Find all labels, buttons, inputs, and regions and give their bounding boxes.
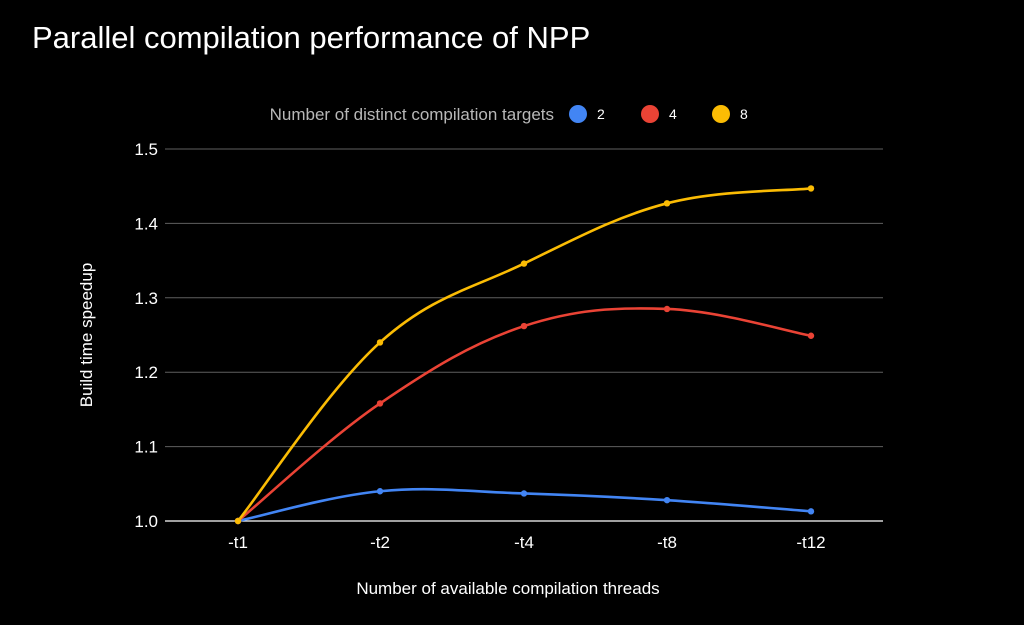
x-tick-label: -t2 (370, 533, 390, 552)
series-line-4 (236, 307, 813, 523)
data-point-4--t4 (520, 322, 528, 330)
y-axis-label: Build time speedup (77, 263, 96, 408)
y-axis-ticks: 1.0 1.1 1.2 1.3 1.4 1.5 (134, 140, 158, 531)
data-point-2--t2 (376, 488, 384, 495)
x-tick-label: -t4 (514, 533, 534, 552)
series-line-8 (236, 187, 813, 523)
legend-marker-8 (712, 105, 730, 123)
series-points (234, 185, 815, 525)
legend-marker-2 (569, 105, 587, 123)
gridlines (165, 148, 883, 522)
data-point-4--t8 (663, 305, 671, 313)
data-point-4--t12 (807, 332, 815, 339)
data-point-4--t2 (376, 400, 384, 407)
y-tick-label: 1.4 (134, 214, 158, 233)
x-tick-label: -t8 (657, 533, 677, 552)
chart-title: Parallel compilation performance of NPP (32, 20, 591, 55)
legend: Number of distinct compilation targets 2… (270, 105, 748, 124)
y-tick-label: 1.5 (134, 140, 158, 159)
legend-label-4: 4 (669, 106, 677, 122)
data-point-2--t8 (663, 496, 671, 504)
data-point-2--t12 (807, 508, 815, 515)
data-point-8--t2 (376, 339, 384, 346)
x-axis-label: Number of available compilation threads (356, 579, 659, 598)
legend-label-2: 2 (597, 106, 605, 122)
data-point-8--t4 (520, 260, 528, 267)
x-tick-label: -t12 (796, 533, 825, 552)
data-point-2--t4 (520, 490, 528, 497)
legend-title: Number of distinct compilation targets (270, 105, 554, 124)
data-point-8--t1 (234, 517, 242, 525)
x-axis-ticks: -t1 -t2 -t4 -t8 -t12 (228, 533, 826, 552)
y-tick-label: 1.0 (134, 512, 158, 531)
data-point-8--t12 (807, 185, 815, 192)
data-point-8--t8 (663, 200, 671, 207)
series-lines (236, 187, 813, 523)
legend-label-8: 8 (740, 106, 748, 122)
y-tick-label: 1.3 (134, 289, 158, 308)
y-tick-label: 1.2 (134, 363, 158, 382)
x-tick-label: -t1 (228, 533, 248, 552)
y-tick-label: 1.1 (134, 438, 158, 457)
legend-marker-4 (641, 105, 659, 123)
